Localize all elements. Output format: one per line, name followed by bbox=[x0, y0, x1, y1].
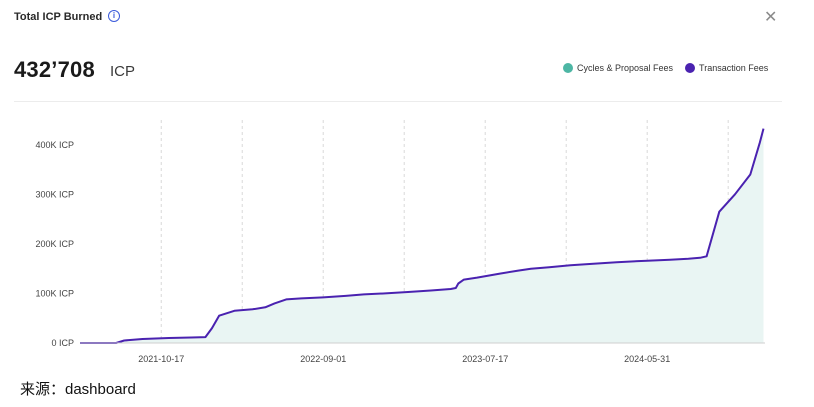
info-icon[interactable]: i bbox=[108, 10, 120, 22]
legend-item-cycles[interactable]: Cycles & Proposal Fees bbox=[563, 63, 673, 73]
x-tick-label-2: 2023-07-17 bbox=[462, 354, 508, 364]
x-tick-label-3: 2024-05-31 bbox=[624, 354, 670, 364]
y-tick-label-1: 100K ICP bbox=[35, 288, 74, 298]
header-divider bbox=[14, 101, 782, 102]
chart-card: Total ICP Burned i ✕ 432’708 ICP Cycles … bbox=[14, 9, 782, 364]
source-caption: 来源：dashboard bbox=[20, 381, 136, 398]
total-unit: ICP bbox=[110, 63, 136, 80]
legend-dot-cycles bbox=[563, 63, 573, 73]
legend-label-cycles: Cycles & Proposal Fees bbox=[577, 63, 674, 73]
y-tick-label-3: 300K ICP bbox=[35, 189, 74, 199]
x-tick-label-0: 2021-10-17 bbox=[138, 354, 184, 364]
legend-item-transaction[interactable]: Transaction Fees bbox=[685, 63, 768, 73]
y-tick-label-2: 200K ICP bbox=[35, 239, 74, 249]
total-value: 432’708 bbox=[14, 57, 95, 82]
x-tick-label-1: 2022-09-01 bbox=[300, 354, 346, 364]
chart-title: Total ICP Burned bbox=[14, 11, 103, 23]
y-tick-label-4: 400K ICP bbox=[35, 140, 74, 150]
legend-label-transaction: Transaction Fees bbox=[699, 63, 769, 73]
series-line-0 bbox=[80, 128, 765, 344]
burn-chart: 0 ICP 100K ICP 200K ICP 300K ICP 400K ICP 202… bbox=[35, 120, 765, 364]
y-tick-label-0: 0 ICP bbox=[51, 338, 74, 348]
legend: Cycles & Proposal Fees Transaction Fees bbox=[563, 63, 768, 73]
legend-dot-transaction bbox=[685, 63, 696, 73]
close-icon[interactable]: ✕ bbox=[764, 9, 778, 26]
series-area-0 bbox=[80, 128, 764, 343]
